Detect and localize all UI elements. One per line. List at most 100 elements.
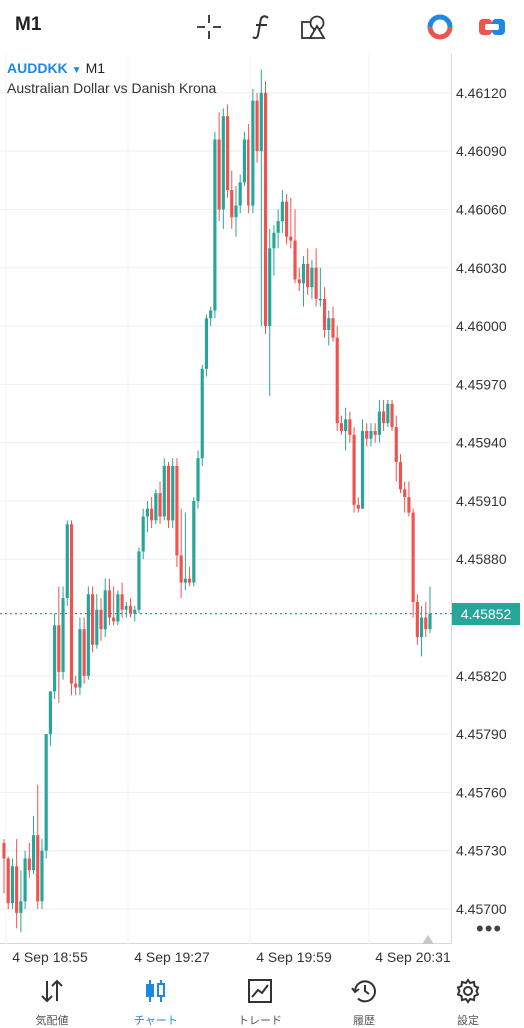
nav-label: 気配値 [35,1015,69,1027]
candle-body [344,419,348,431]
more-options-button[interactable]: ••• [476,916,503,941]
candle-body [107,590,112,618]
nav-label: 履歴 [353,1015,375,1027]
crosshair-icon[interactable] [192,10,226,44]
symbol-description: Australian Dollar vs Danish Krona [7,80,217,96]
x-tick-label: 4 Sep 19:59 [256,949,332,965]
trade-icon [208,974,312,1004]
candle-body [154,493,158,521]
candle-body [158,493,162,517]
candle-body [200,368,204,459]
symbol-dropdown-icon[interactable]: ▼ [71,65,82,76]
candle-body [27,858,31,871]
candle-body [141,516,145,552]
candle-body [247,139,251,206]
candle-body [48,691,52,735]
timeframe-button[interactable]: M1 [15,14,42,35]
candle-body [171,465,175,521]
function-icon[interactable] [245,10,279,44]
nav-label: チャート [134,1015,178,1027]
y-tick-label: 4.45790 [456,726,507,742]
quotes-icon [0,974,104,1004]
y-tick-label: 4.45760 [456,784,507,800]
candle-body [86,594,90,676]
chart-shift-marker [422,935,434,944]
candle-body [124,605,128,610]
candle-body [394,427,398,463]
candle-body [268,248,272,327]
candle-body [19,901,23,913]
candle-body [310,267,314,288]
candle-body [221,116,225,210]
candle-body [166,465,171,521]
trade-toggle-icon[interactable] [475,10,509,44]
candle-body [69,524,74,684]
y-tick-label: 4.46090 [456,143,507,159]
candle-body [293,240,297,280]
candle-body [31,835,36,871]
y-tick-label: 4.46030 [456,260,507,276]
candle-body [188,578,192,583]
candle-body [289,236,293,241]
nav-chart[interactable]: チャート [104,974,208,1027]
candle-body [339,423,344,431]
candle-body [356,504,360,509]
x-tick-label: 4 Sep 18:55 [12,949,88,965]
candle-body [133,609,137,614]
candle-body [297,279,301,284]
candle-body [234,205,238,218]
candle-body [331,318,335,338]
account-icon[interactable] [423,10,457,44]
candle-body [382,411,386,424]
y-tick-label: 4.46000 [456,318,507,334]
candle-body [285,201,289,237]
y-tick-label: 4.46060 [456,201,507,217]
y-tick-label: 4.45880 [456,551,507,567]
price-chart[interactable]: 4.46120 4.46090 4.46060 4.46030 4.46000 4.459… [0,54,524,974]
objects-icon[interactable] [297,10,331,44]
history-icon [312,974,416,1004]
chart-area[interactable]: 4.46120 4.46090 4.46060 4.46030 4.46000 4.459… [0,54,524,974]
nav-quotes[interactable]: 気配値 [0,974,104,1027]
y-tick-label: 4.45700 [456,901,507,917]
candle-body [369,430,373,439]
candle-body [411,512,415,602]
chart-symbol-header[interactable]: AUDDKK ▼ M1 [7,60,105,76]
candle-body [259,92,263,152]
candle-body [327,318,331,330]
nav-trade[interactable]: トレード [208,974,312,1027]
candle-body [306,263,310,288]
nav-history[interactable]: 履歴 [312,974,416,1027]
candle-body [44,734,48,851]
candle-body [276,221,280,233]
x-tick-label: 4 Sep 20:31 [375,949,451,965]
candle-body [175,465,179,556]
candle-body [116,594,120,622]
candle-body [179,555,183,583]
candle-body [137,551,141,610]
candle-body [103,590,107,630]
candle-body [36,835,40,902]
candle-body [162,465,166,517]
y-tick-label: 4.45940 [456,435,507,451]
candle-body [280,201,284,222]
candle-body [365,430,369,439]
symbol-label[interactable]: AUDDKK [7,60,68,76]
candle-body [61,598,65,672]
candle-body [192,500,196,583]
settings-icon [416,974,520,1004]
y-tick-label: 4.45820 [456,668,507,684]
candle-body [40,850,44,902]
candle-body [95,609,99,645]
candle-body [213,139,217,311]
candle-body [373,430,377,435]
y-tick-label: 4.45730 [456,843,507,859]
candle-body [82,629,86,676]
candle-body [217,139,221,210]
candle-body [415,601,419,637]
candle-body [352,434,356,505]
candle-body [398,462,403,490]
chart-icon [104,974,208,1004]
nav-settings[interactable]: 設定 [416,974,520,1027]
bottom-navigation: 気配値 チャート トレード [0,974,524,1027]
